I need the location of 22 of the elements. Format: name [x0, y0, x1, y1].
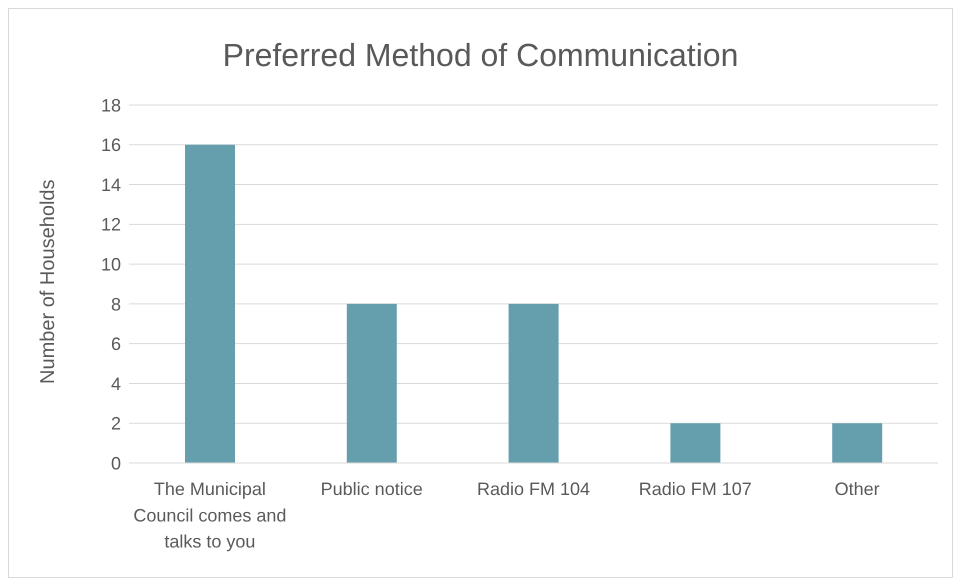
x-tick-label: Radio FM 107 — [638, 479, 752, 500]
y-tick-label: 12 — [100, 214, 121, 235]
bar — [832, 423, 882, 463]
bar — [185, 144, 235, 463]
x-tick-label: Radio FM 104 — [476, 479, 590, 500]
x-tick-label: Other — [834, 479, 880, 500]
chart-title: Preferred Method of Communication — [222, 37, 740, 74]
x-tick-label: Public notice — [320, 479, 423, 500]
y-tick-label: 0 — [110, 453, 121, 474]
y-tick-label: 4 — [110, 374, 121, 394]
y-tick-label: 16 — [100, 135, 121, 156]
y-tick-label: 8 — [110, 294, 121, 314]
y-tick-label: 2 — [110, 414, 121, 434]
y-tick-label: 10 — [100, 254, 121, 274]
bar — [508, 304, 559, 463]
y-tick-label: 18 — [100, 95, 121, 116]
bar — [670, 423, 720, 463]
y-tick-label: 14 — [100, 174, 121, 195]
y-tick-label: 6 — [110, 334, 121, 354]
bar — [346, 304, 397, 463]
x-tick-label: The Municipal Council comes and talks to you — [133, 479, 286, 552]
y-axis-title: Number of Households — [37, 179, 60, 384]
